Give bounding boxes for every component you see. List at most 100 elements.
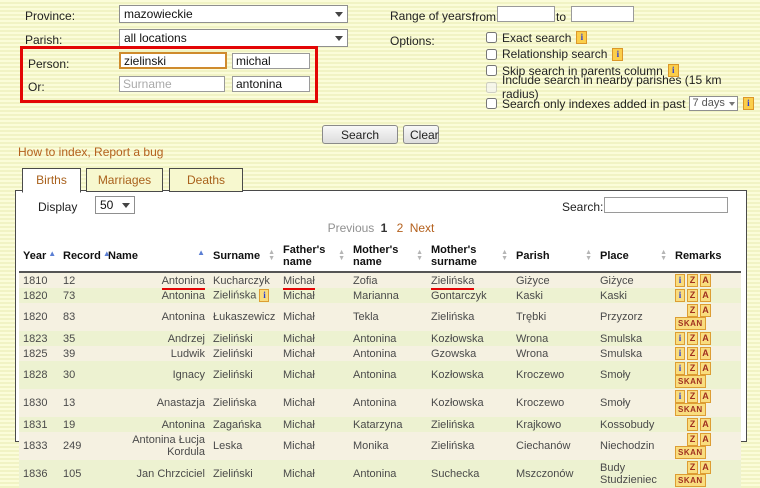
- relationship-search-checkbox[interactable]: [486, 48, 497, 60]
- match-highlight: Michał: [283, 274, 315, 290]
- table-row: 1833 249 Antonina Łucja Kordula Leska Mi…: [19, 432, 741, 460]
- z-remark-icon[interactable]: Z: [687, 418, 698, 431]
- year-to-input[interactable]: [571, 6, 634, 22]
- z-remark-icon[interactable]: Z: [687, 461, 698, 474]
- info-remark-icon[interactable]: i: [675, 332, 685, 345]
- cell-parish: Mszczonów: [512, 460, 596, 488]
- cell-place: Smoły: [596, 389, 671, 417]
- a-remark-icon[interactable]: A: [700, 390, 711, 403]
- info-icon[interactable]: i: [612, 47, 624, 61]
- column-header-name[interactable]: Name ▲: [104, 241, 209, 273]
- person-firstname-input[interactable]: [232, 53, 310, 69]
- info-icon[interactable]: i: [742, 97, 754, 111]
- year-from-input[interactable]: [497, 6, 555, 22]
- cell-name: Anastazja: [104, 389, 209, 417]
- cell-father: Michał: [279, 303, 349, 331]
- z-remark-icon[interactable]: Z: [687, 289, 698, 302]
- cell-record: 35: [59, 331, 104, 346]
- cell-remarks: i Z ASKAN: [671, 361, 741, 389]
- or-label: Or:: [28, 80, 45, 94]
- table-search-input[interactable]: [604, 197, 728, 213]
- info-remark-icon[interactable]: i: [675, 390, 685, 403]
- info-icon[interactable]: i: [576, 31, 588, 44]
- a-remark-icon[interactable]: A: [700, 332, 711, 345]
- column-header-mothers-surname[interactable]: Mother's surname ▲ ▼: [427, 241, 512, 273]
- skan-remark-icon[interactable]: SKAN: [675, 446, 706, 459]
- pagination-page-2[interactable]: 2: [396, 221, 404, 235]
- pagination-next[interactable]: Next: [409, 221, 435, 235]
- skip-parents-checkbox[interactable]: [486, 65, 497, 77]
- info-icon[interactable]: i: [667, 64, 679, 78]
- skan-remark-icon[interactable]: SKAN: [675, 317, 706, 330]
- a-remark-icon[interactable]: A: [700, 362, 711, 375]
- a-remark-icon[interactable]: A: [700, 418, 711, 431]
- nearby-parishes-checkbox[interactable]: [486, 81, 497, 93]
- option-label: Skip search in parents column: [502, 63, 663, 78]
- cell-father: Michał: [279, 417, 349, 432]
- info-remark-icon[interactable]: i: [675, 347, 685, 360]
- column-header-mothers-name[interactable]: Mother's name ▲ ▼: [349, 241, 427, 273]
- options-label: Options:: [390, 34, 435, 48]
- a-remark-icon[interactable]: A: [700, 274, 711, 287]
- cell-name: Ignacy: [104, 361, 209, 389]
- skan-remark-icon[interactable]: SKAN: [675, 474, 706, 487]
- info-remark-icon[interactable]: i: [675, 289, 685, 302]
- cell-name: Antonina: [104, 288, 209, 303]
- recent-period-select[interactable]: 7 days: [689, 96, 738, 112]
- a-remark-icon[interactable]: A: [700, 289, 711, 302]
- table-row: 1831 19 Antonina Zagańska Michał Katarzy…: [19, 417, 741, 432]
- column-header-parish[interactable]: Parish ▲ ▼: [512, 241, 596, 273]
- tab-marriages[interactable]: Marriages: [86, 168, 163, 192]
- cell-place: Giżyce: [596, 272, 671, 288]
- cell-mother-surname: Kozłowska: [427, 389, 512, 417]
- tab-births[interactable]: Births: [22, 168, 81, 193]
- cell-surname: Kucharczyk: [209, 272, 279, 288]
- clear-button[interactable]: Clear: [403, 125, 439, 144]
- person-surname-input[interactable]: [119, 52, 227, 69]
- column-header-record[interactable]: Record ▲: [59, 241, 111, 273]
- z-remark-icon[interactable]: Z: [687, 274, 698, 287]
- z-remark-icon[interactable]: Z: [687, 332, 698, 345]
- a-remark-icon[interactable]: A: [700, 304, 711, 317]
- search-button[interactable]: Search: [322, 125, 398, 144]
- column-header-place[interactable]: Place ▲ ▼: [596, 241, 671, 273]
- z-remark-icon[interactable]: Z: [687, 390, 698, 403]
- skan-remark-icon[interactable]: SKAN: [675, 375, 706, 388]
- how-to-index-link[interactable]: How to index: [18, 145, 88, 159]
- info-remark-icon[interactable]: i: [675, 274, 685, 287]
- province-value: mazowieckie: [124, 7, 193, 21]
- info-remark-icon[interactable]: i: [259, 289, 270, 302]
- z-remark-icon[interactable]: Z: [687, 347, 698, 360]
- column-header-fathers-name[interactable]: Father's name ▲ ▼: [279, 241, 349, 273]
- exact-search-checkbox[interactable]: [486, 32, 497, 43]
- a-remark-icon[interactable]: A: [700, 347, 711, 360]
- sort-both-icon: ▲ ▼: [268, 249, 275, 262]
- column-header-remarks: Remarks: [671, 241, 741, 273]
- column-header-year[interactable]: Year ▲: [19, 241, 59, 273]
- cell-mother: Antonina: [349, 331, 427, 346]
- province-select[interactable]: mazowieckie: [119, 5, 348, 23]
- z-remark-icon[interactable]: Z: [687, 362, 698, 375]
- chevron-down-icon: [122, 203, 130, 208]
- header-label: Mother's name: [353, 244, 399, 268]
- column-header-surname[interactable]: Surname ▲ ▼: [209, 241, 279, 273]
- display-count-select[interactable]: 50: [95, 196, 135, 214]
- report-bug-link[interactable]: Report a bug: [94, 145, 164, 159]
- or-firstname-input[interactable]: [232, 76, 310, 92]
- chevron-down-icon: [335, 36, 343, 41]
- cell-mother: Zofia: [349, 272, 427, 288]
- skan-remark-icon[interactable]: SKAN: [675, 403, 706, 416]
- header-label: Mother's surname: [431, 244, 477, 268]
- cell-year: 1831: [19, 417, 59, 432]
- a-remark-icon[interactable]: A: [700, 461, 711, 474]
- recent-indexes-checkbox[interactable]: [486, 98, 497, 110]
- pagination-previous[interactable]: Previous: [327, 221, 375, 235]
- z-remark-icon[interactable]: Z: [687, 304, 698, 317]
- info-remark-icon[interactable]: i: [675, 362, 685, 375]
- tab-deaths[interactable]: Deaths: [169, 168, 243, 192]
- cell-year: 1823: [19, 331, 59, 346]
- or-surname-input[interactable]: [119, 76, 225, 92]
- parish-select[interactable]: all locations: [119, 29, 348, 47]
- cell-remarks: Z ASKAN: [671, 460, 741, 488]
